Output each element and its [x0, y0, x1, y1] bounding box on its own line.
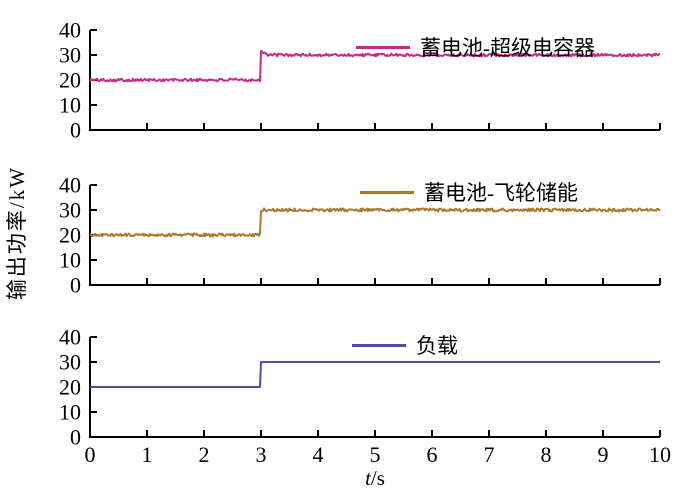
y-tick-label: 30	[59, 43, 81, 68]
x-tick-label: 4	[313, 442, 324, 467]
y-tick-label: 10	[59, 93, 81, 118]
x-tick-label: 7	[484, 442, 495, 467]
y-tick-label: 20	[59, 68, 81, 93]
x-tick-label: 0	[85, 442, 96, 467]
x-tick-label: 10	[649, 442, 671, 467]
y-axis-label: 输出功率/kW	[5, 165, 29, 301]
legend-line-sample	[360, 190, 414, 194]
y-tick-label: 0	[70, 273, 81, 298]
legend-line-sample	[356, 45, 410, 49]
y-tick-label: 20	[59, 375, 81, 400]
x-axis-variable: t	[365, 466, 371, 490]
x-tick-label: 8	[541, 442, 552, 467]
y-tick-label: 30	[59, 350, 81, 375]
y-tick-label: 10	[59, 400, 81, 425]
x-tick-label: 1	[142, 442, 153, 467]
x-tick-label: 9	[598, 442, 609, 467]
series-line	[90, 361, 660, 388]
legend-battery-flywheel: 蓄电池-飞轮储能	[360, 177, 578, 207]
series-line	[89, 50, 660, 83]
y-tick-label: 40	[59, 173, 81, 198]
y-tick-label: 0	[70, 118, 81, 143]
legend-battery-supercapacitor: 蓄电池-超级电容器	[356, 32, 595, 62]
legend-label: 负载	[416, 334, 458, 358]
legend-load: 负载	[352, 330, 458, 360]
x-tick-label: 2	[199, 442, 210, 467]
legend-label: 蓄电池-飞轮储能	[424, 181, 578, 205]
y-tick-label: 0	[70, 425, 81, 450]
legend-line-sample	[352, 343, 406, 347]
x-tick-label: 3	[256, 442, 267, 467]
series-line	[89, 207, 661, 238]
x-axis-label: t/s	[90, 466, 660, 491]
y-tick-label: 40	[59, 325, 81, 350]
y-tick-label: 40	[59, 18, 81, 43]
y-tick-label: 20	[59, 223, 81, 248]
y-tick-label: 30	[59, 198, 81, 223]
x-axis-unit: /s	[370, 466, 385, 490]
y-tick-label: 10	[59, 248, 81, 273]
x-tick-label: 6	[427, 442, 438, 467]
x-tick-label: 5	[370, 442, 381, 467]
legend-label: 蓄电池-超级电容器	[420, 36, 595, 60]
